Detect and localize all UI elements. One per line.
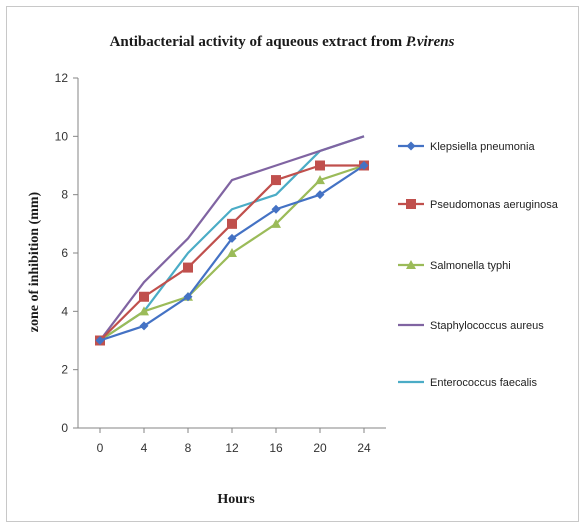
data-point [183, 292, 193, 302]
legend-marker [406, 199, 416, 209]
y-tick-label: 12 [55, 71, 69, 85]
series-salmonella-typhi [95, 160, 369, 345]
x-tick-label: 12 [225, 441, 239, 455]
legend-marker [406, 141, 416, 151]
series-staphylococcus-aureus [99, 135, 365, 342]
data-point [271, 175, 281, 186]
y-tick-label: 8 [61, 188, 68, 202]
y-tick-label: 4 [61, 304, 68, 318]
legend-label: Klepsiella pneumonia [430, 141, 535, 153]
legend-item: Pseudomonas aeruginosa [398, 199, 559, 211]
x-axis-label: Hours [217, 492, 255, 507]
x-tick-label: 0 [97, 441, 104, 455]
y-tick-label: 10 [55, 129, 69, 143]
legend-label: Pseudomonas aeruginosa [430, 199, 559, 211]
data-point [95, 336, 105, 345]
y-tick-label: 2 [61, 363, 68, 377]
x-tick-label: 16 [269, 441, 283, 455]
legend-marker [406, 260, 416, 269]
legend-item: Salmonella typhi [398, 260, 511, 272]
legend: Klepsiella pneumonia Pseudomonas aerugino… [398, 141, 559, 389]
legend-label: Enterococcus faecalis [430, 377, 537, 389]
data-point [359, 161, 369, 170]
legend-label: Salmonella typhi [430, 260, 511, 272]
data-point [139, 321, 149, 331]
y-tick-label: 0 [61, 421, 68, 435]
data-point [271, 204, 281, 214]
data-point [315, 175, 325, 185]
y-axis-label: zone of inhibition (mm) [27, 191, 42, 332]
data-point [271, 218, 281, 228]
data-point [183, 262, 193, 273]
series-layer [95, 135, 369, 346]
series-klepsiella-pneumonia [95, 161, 369, 345]
legend-item: Staphylococcus aureus [398, 320, 544, 332]
x-tick-label: 24 [357, 441, 371, 455]
data-point [227, 218, 237, 229]
data-point [315, 160, 325, 171]
legend-label: Staphylococcus aureus [430, 320, 544, 332]
x-tick-label: 8 [185, 441, 192, 455]
chart-title-species: P.virens [406, 34, 455, 50]
data-point [139, 306, 149, 316]
x-tick-label: 4 [141, 441, 148, 455]
legend-item: Enterococcus faecalis [398, 377, 537, 389]
data-point [139, 291, 149, 302]
chart-frame [6, 6, 579, 522]
chart-title: Antibacterial activity of aqueous extrac… [110, 34, 455, 50]
y-tick-label: 6 [61, 246, 68, 260]
x-tick-label: 20 [313, 441, 327, 455]
data-point [227, 248, 237, 257]
data-point [227, 233, 237, 243]
legend-item: Klepsiella pneumonia [398, 141, 535, 153]
chart-title-text: Antibacterial activity of aqueous extrac… [110, 34, 406, 50]
data-point [315, 190, 325, 200]
